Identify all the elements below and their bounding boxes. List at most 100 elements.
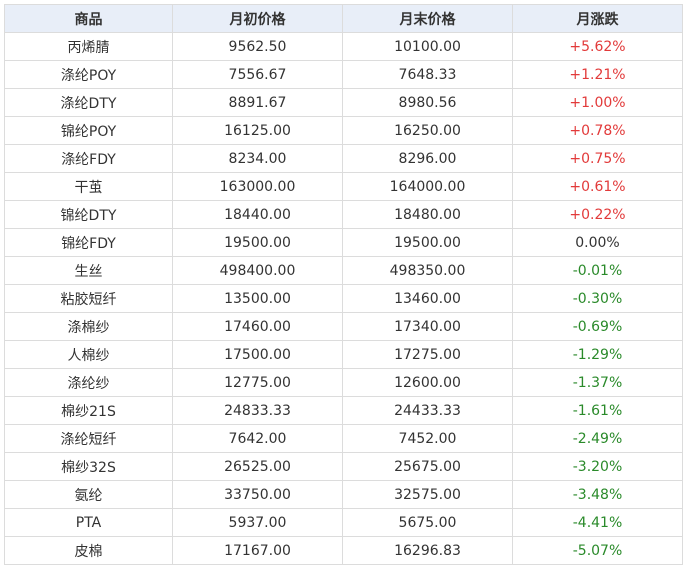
table-row: 棉纱32S 26525.00 25675.00 -3.20% bbox=[4, 452, 683, 481]
cell-end-price: 13460.00 bbox=[342, 284, 513, 313]
cell-start-price: 163000.00 bbox=[172, 172, 343, 201]
cell-start-price: 19500.00 bbox=[172, 228, 343, 257]
cell-commodity: 棉纱21S bbox=[4, 396, 173, 425]
cell-commodity: 锦纶POY bbox=[4, 116, 173, 145]
cell-end-price: 8296.00 bbox=[342, 144, 513, 173]
cell-monthly-change: -1.37% bbox=[512, 368, 683, 397]
cell-commodity: PTA bbox=[4, 508, 173, 537]
cell-end-price: 25675.00 bbox=[342, 452, 513, 481]
cell-monthly-change: -3.48% bbox=[512, 480, 683, 509]
table-row: 涤棉纱 17460.00 17340.00 -0.69% bbox=[4, 312, 683, 341]
cell-start-price: 5937.00 bbox=[172, 508, 343, 537]
cell-commodity: 氨纶 bbox=[4, 480, 173, 509]
cell-commodity: 涤纶DTY bbox=[4, 88, 173, 117]
table-row: 锦纶POY 16125.00 16250.00 +0.78% bbox=[4, 116, 683, 145]
table-row: 涤纶FDY 8234.00 8296.00 +0.75% bbox=[4, 144, 683, 173]
cell-start-price: 18440.00 bbox=[172, 200, 343, 229]
table-row: 涤纶POY 7556.67 7648.33 +1.21% bbox=[4, 60, 683, 89]
cell-end-price: 32575.00 bbox=[342, 480, 513, 509]
table-row: 人棉纱 17500.00 17275.00 -1.29% bbox=[4, 340, 683, 369]
cell-commodity: 皮棉 bbox=[4, 536, 173, 565]
cell-commodity: 锦纶DTY bbox=[4, 200, 173, 229]
cell-commodity: 涤纶短纤 bbox=[4, 424, 173, 453]
cell-end-price: 10100.00 bbox=[342, 32, 513, 61]
cell-end-price: 19500.00 bbox=[342, 228, 513, 257]
cell-monthly-change: -0.30% bbox=[512, 284, 683, 313]
cell-monthly-change: +0.78% bbox=[512, 116, 683, 145]
cell-start-price: 7556.67 bbox=[172, 60, 343, 89]
table-row: 丙烯腈 9562.50 10100.00 +5.62% bbox=[4, 32, 683, 61]
cell-start-price: 26525.00 bbox=[172, 452, 343, 481]
table-row: 锦纶DTY 18440.00 18480.00 +0.22% bbox=[4, 200, 683, 229]
header-commodity[interactable]: 商品 bbox=[4, 4, 173, 33]
cell-monthly-change: +1.00% bbox=[512, 88, 683, 117]
cell-start-price: 12775.00 bbox=[172, 368, 343, 397]
cell-monthly-change: -0.69% bbox=[512, 312, 683, 341]
cell-end-price: 498350.00 bbox=[342, 256, 513, 285]
cell-commodity: 丙烯腈 bbox=[4, 32, 173, 61]
cell-end-price: 7648.33 bbox=[342, 60, 513, 89]
table-row: 涤纶纱 12775.00 12600.00 -1.37% bbox=[4, 368, 683, 397]
cell-end-price: 17340.00 bbox=[342, 312, 513, 341]
cell-end-price: 7452.00 bbox=[342, 424, 513, 453]
cell-start-price: 33750.00 bbox=[172, 480, 343, 509]
cell-commodity: 锦纶FDY bbox=[4, 228, 173, 257]
table-row: 棉纱21S 24833.33 24433.33 -1.61% bbox=[4, 396, 683, 425]
cell-monthly-change: -2.49% bbox=[512, 424, 683, 453]
table-row: 皮棉 17167.00 16296.83 -5.07% bbox=[4, 536, 683, 565]
cell-commodity: 干茧 bbox=[4, 172, 173, 201]
cell-start-price: 9562.50 bbox=[172, 32, 343, 61]
cell-end-price: 18480.00 bbox=[342, 200, 513, 229]
price-change-table: 商品 月初价格 月末价格 月涨跌 丙烯腈 9562.50 10100.00 +5.62… bbox=[4, 4, 683, 565]
cell-monthly-change: +0.75% bbox=[512, 144, 683, 173]
cell-commodity: 涤纶纱 bbox=[4, 368, 173, 397]
cell-monthly-change: +0.61% bbox=[512, 172, 683, 201]
cell-commodity: 人棉纱 bbox=[4, 340, 173, 369]
cell-end-price: 24433.33 bbox=[342, 396, 513, 425]
cell-monthly-change: +5.62% bbox=[512, 32, 683, 61]
cell-end-price: 16296.83 bbox=[342, 536, 513, 565]
cell-start-price: 498400.00 bbox=[172, 256, 343, 285]
table-header: 商品 月初价格 月末价格 月涨跌 bbox=[4, 4, 683, 33]
header-row: 商品 月初价格 月末价格 月涨跌 bbox=[4, 4, 683, 33]
table-row: 生丝 498400.00 498350.00 -0.01% bbox=[4, 256, 683, 285]
cell-commodity: 涤纶FDY bbox=[4, 144, 173, 173]
cell-end-price: 8980.56 bbox=[342, 88, 513, 117]
cell-start-price: 17167.00 bbox=[172, 536, 343, 565]
cell-start-price: 7642.00 bbox=[172, 424, 343, 453]
cell-start-price: 17460.00 bbox=[172, 312, 343, 341]
cell-end-price: 16250.00 bbox=[342, 116, 513, 145]
cell-monthly-change: -3.20% bbox=[512, 452, 683, 481]
cell-start-price: 17500.00 bbox=[172, 340, 343, 369]
header-start-price[interactable]: 月初价格 bbox=[172, 4, 343, 33]
cell-monthly-change: +0.22% bbox=[512, 200, 683, 229]
cell-start-price: 8234.00 bbox=[172, 144, 343, 173]
cell-start-price: 24833.33 bbox=[172, 396, 343, 425]
table-row: 干茧 163000.00 164000.00 +0.61% bbox=[4, 172, 683, 201]
cell-commodity: 粘胶短纤 bbox=[4, 284, 173, 313]
table-row: 粘胶短纤 13500.00 13460.00 -0.30% bbox=[4, 284, 683, 313]
cell-monthly-change: 0.00% bbox=[512, 228, 683, 257]
cell-monthly-change: -1.61% bbox=[512, 396, 683, 425]
cell-commodity: 生丝 bbox=[4, 256, 173, 285]
cell-commodity: 涤棉纱 bbox=[4, 312, 173, 341]
cell-commodity: 棉纱32S bbox=[4, 452, 173, 481]
cell-end-price: 17275.00 bbox=[342, 340, 513, 369]
table-row: PTA 5937.00 5675.00 -4.41% bbox=[4, 508, 683, 537]
table-row: 涤纶DTY 8891.67 8980.56 +1.00% bbox=[4, 88, 683, 117]
cell-monthly-change: -1.29% bbox=[512, 340, 683, 369]
table-body: 丙烯腈 9562.50 10100.00 +5.62% 涤纶POY 7556.67 7648… bbox=[4, 32, 683, 565]
cell-commodity: 涤纶POY bbox=[4, 60, 173, 89]
cell-monthly-change: -5.07% bbox=[512, 536, 683, 565]
header-monthly-change[interactable]: 月涨跌 bbox=[512, 4, 683, 33]
cell-start-price: 8891.67 bbox=[172, 88, 343, 117]
table-row: 氨纶 33750.00 32575.00 -3.48% bbox=[4, 480, 683, 509]
cell-monthly-change: -0.01% bbox=[512, 256, 683, 285]
cell-end-price: 12600.00 bbox=[342, 368, 513, 397]
cell-start-price: 16125.00 bbox=[172, 116, 343, 145]
header-end-price[interactable]: 月末价格 bbox=[342, 4, 513, 33]
cell-end-price: 5675.00 bbox=[342, 508, 513, 537]
price-table-container: 商品 月初价格 月末价格 月涨跌 丙烯腈 9562.50 10100.00 +5.62… bbox=[4, 4, 683, 565]
cell-monthly-change: -4.41% bbox=[512, 508, 683, 537]
cell-start-price: 13500.00 bbox=[172, 284, 343, 313]
